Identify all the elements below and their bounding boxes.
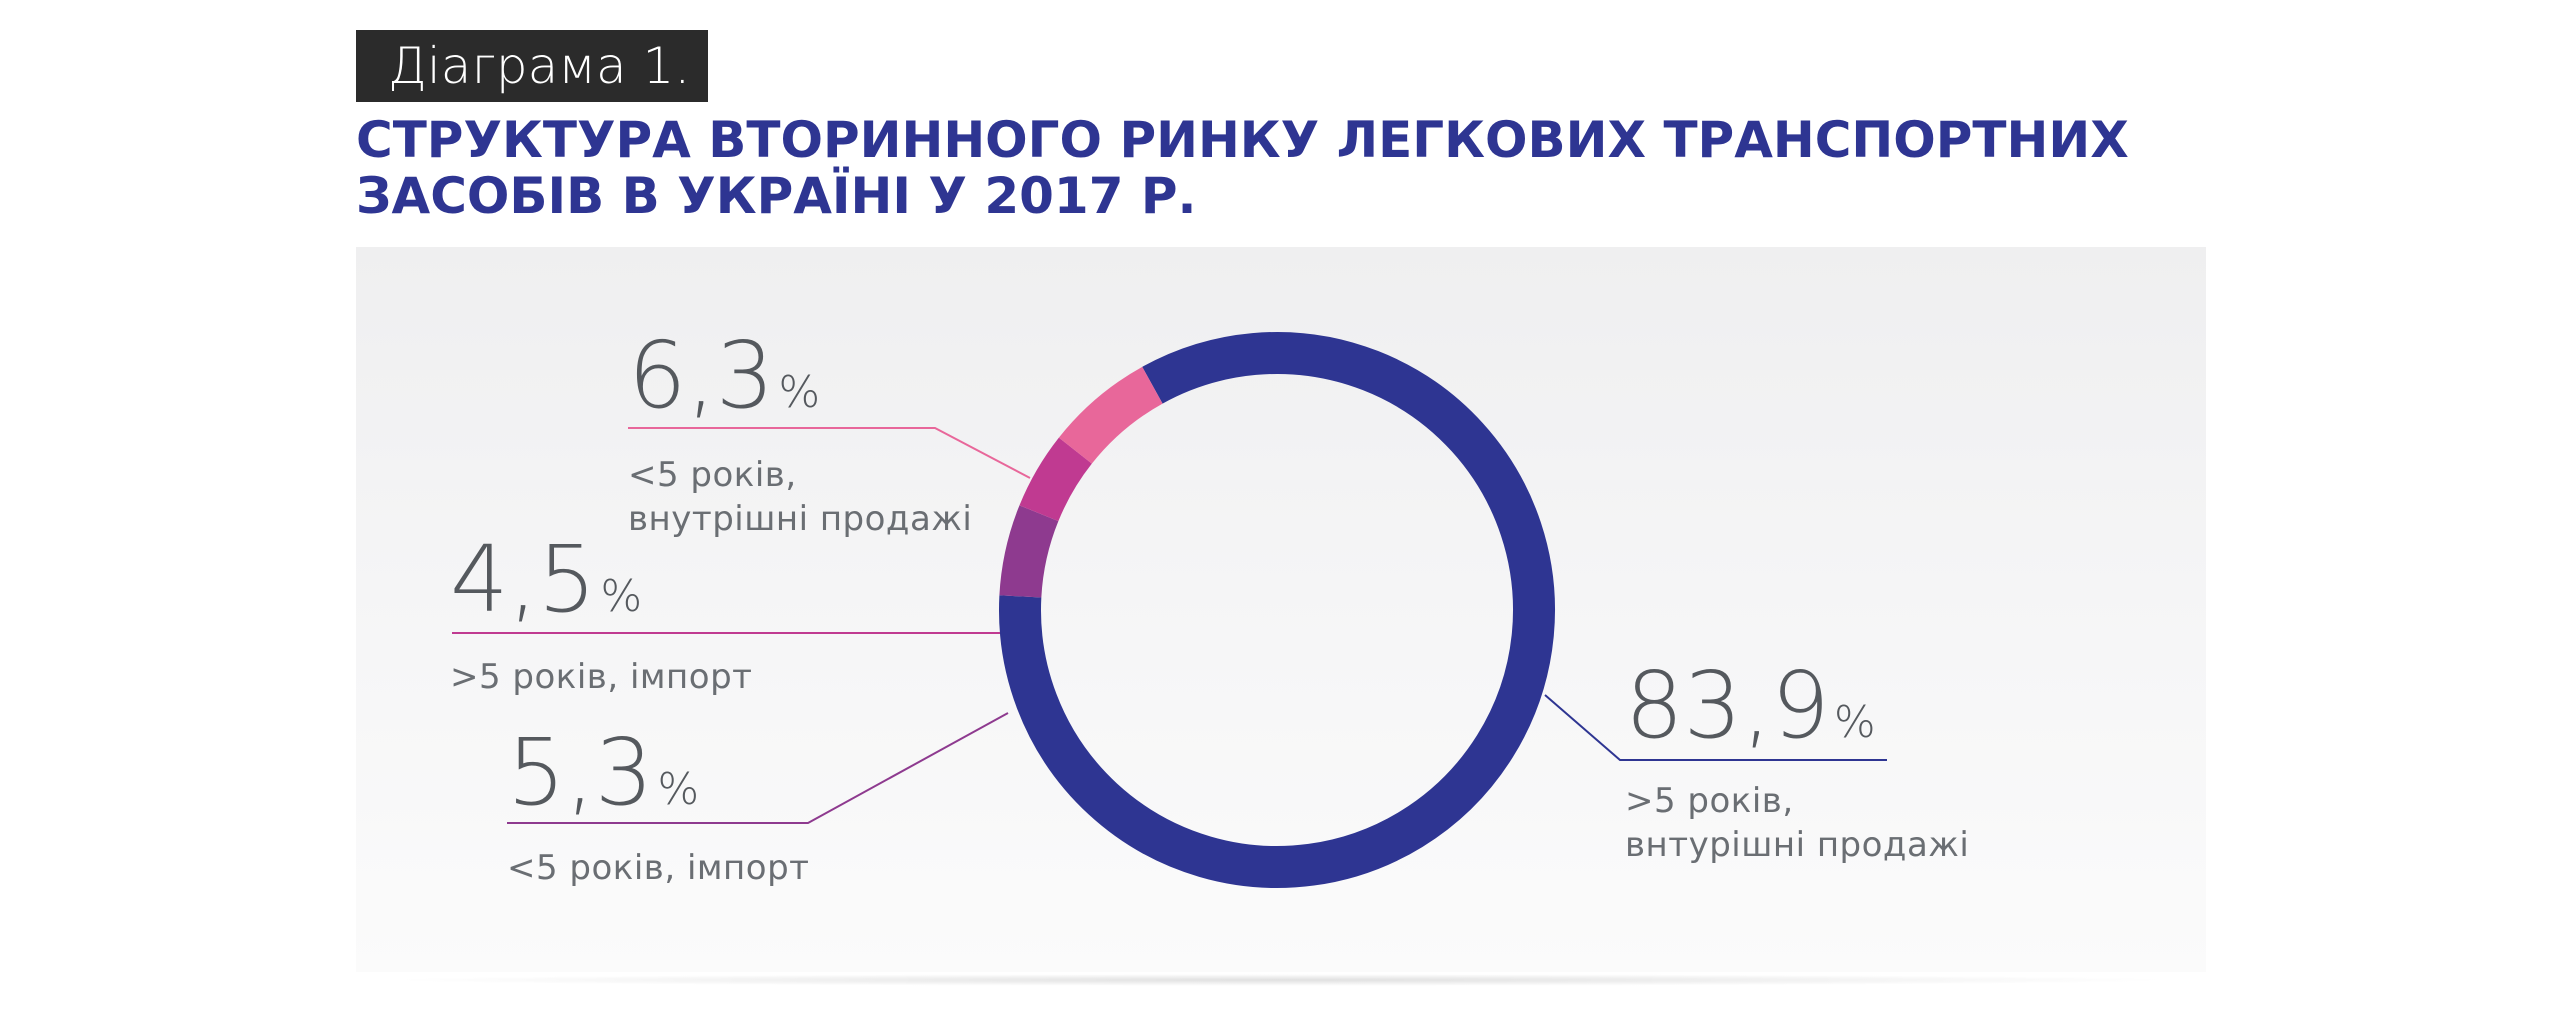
slice-value: 83,9% [1625,652,1876,759]
slice-label-gt5-import: 4,5% >5 років, імпорт [450,534,752,699]
leader-lt5-domestic [628,427,1031,479]
arc-gt5-domestic [999,332,1555,888]
chart-title: СТРУКТУРА ВТОРИННОГО РИНКУ ЛЕГКОВИХ ТРАН… [356,111,2129,225]
slice-description: >5 років, імпорт [450,657,753,697]
slice-value: 6,3% [628,322,821,429]
leader-lt5-import [507,712,1009,824]
leader-gt5-domestic [1544,694,1887,761]
slice-description: >5 років, внтурішні продажі [1625,781,1970,865]
slice-value: 5,3% [507,719,700,826]
slice-label-lt5-domestic: 6,3% <5 років, внутрішні продажі [628,330,972,541]
slice-description: <5 років, внутрішні продажі [628,455,973,539]
arc-gt5-import [1019,437,1093,522]
slice-value: 4,5% [450,526,643,633]
slice-label-gt5-domestic: 83,9% >5 років, внтурішні продажі [1625,660,1969,867]
donut-arcs [999,332,1555,888]
leader-lines [452,427,1887,824]
figure-tag: Діаграма 1. [356,30,709,102]
slice-description: <5 років, імпорт [507,848,810,888]
panel-shadow [380,974,2180,986]
slice-label-lt5-import: 5,3% <5 років, імпорт [507,727,809,890]
arc-lt5-import [999,505,1059,598]
arc-lt5-domestic [1058,366,1163,464]
